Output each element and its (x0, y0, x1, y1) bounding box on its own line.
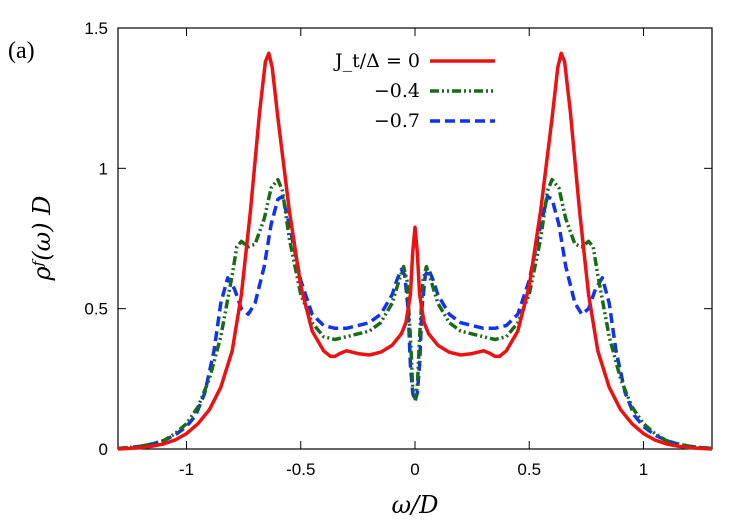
series-line-1 (117, 177, 713, 451)
x-tick-label: 0.5 (517, 460, 541, 479)
x-axis-title: ω/D (392, 491, 439, 519)
y-axis-title: ρᶠ(ω) D (28, 196, 56, 282)
x-tick-label: -0.5 (286, 460, 315, 479)
x-tick-label: 1 (639, 460, 648, 479)
y-tick-label: 1 (99, 159, 108, 178)
y-tick-label: 0 (99, 440, 108, 459)
legend-label-2: −0.7 (374, 110, 420, 132)
x-tick-label: -1 (179, 460, 194, 479)
y-tick-label: 1.5 (84, 19, 108, 38)
legend: J_t/Δ = 0 −0.4 −0.7 (333, 50, 495, 132)
axis-tick-labels: -1 -0.5 0 0.5 1 0 0.5 1 1.5 (84, 19, 648, 479)
legend-label-1: −0.4 (374, 80, 420, 102)
series-lines (117, 51, 713, 451)
legend-label-0: J_t/Δ = 0 (333, 50, 420, 72)
y-tick-label: 0.5 (84, 300, 108, 319)
panel-label: (a) (8, 38, 35, 64)
series-line-0 (117, 51, 713, 451)
x-tick-label: 0 (410, 460, 419, 479)
